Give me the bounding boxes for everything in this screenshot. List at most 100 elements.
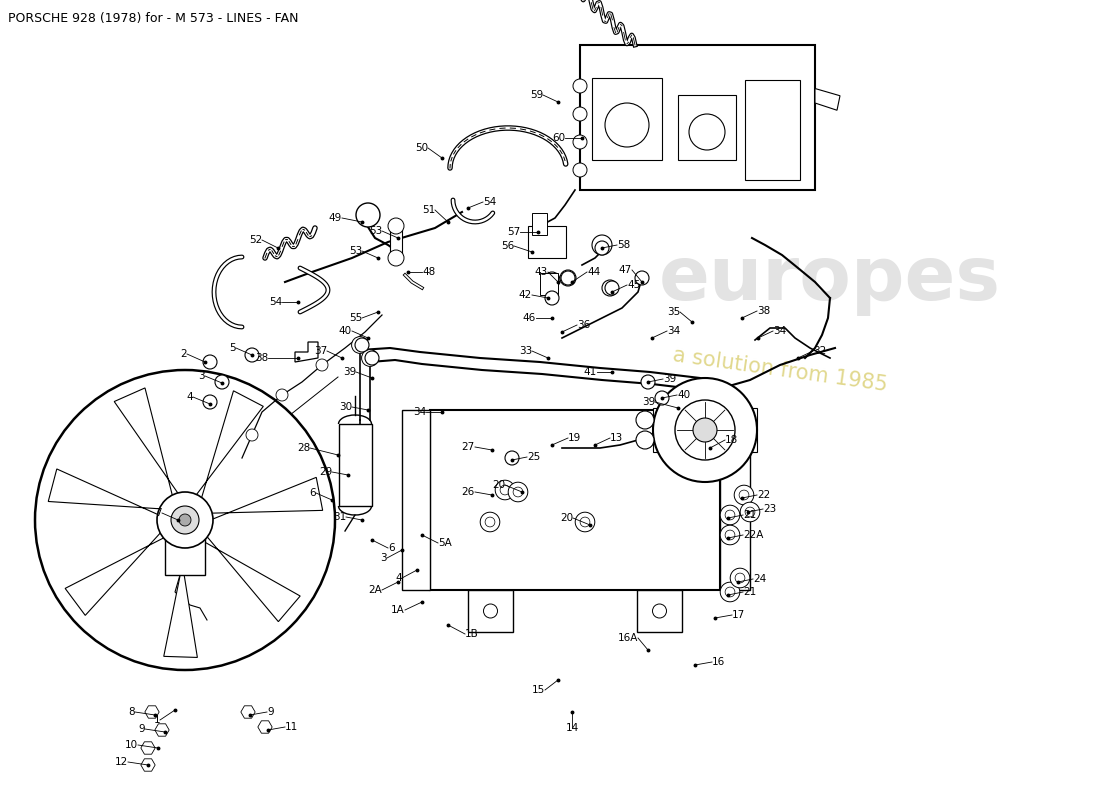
Text: 51: 51	[421, 205, 434, 215]
Bar	[468, 590, 513, 632]
Circle shape	[355, 341, 364, 349]
Text: 16A: 16A	[617, 633, 638, 643]
Circle shape	[739, 490, 749, 500]
Text: 18: 18	[725, 435, 738, 445]
Circle shape	[544, 272, 560, 288]
Circle shape	[720, 582, 740, 602]
Text: 3: 3	[198, 371, 205, 381]
Circle shape	[605, 281, 619, 295]
Circle shape	[352, 337, 368, 354]
Circle shape	[636, 431, 654, 449]
Text: 28: 28	[297, 443, 310, 453]
Text: 54: 54	[268, 297, 282, 307]
Circle shape	[484, 604, 497, 618]
Text: 26: 26	[462, 487, 475, 497]
Bar	[165, 537, 205, 575]
Text: 36: 36	[578, 320, 591, 330]
Circle shape	[362, 350, 378, 366]
Text: 50: 50	[415, 143, 428, 153]
Circle shape	[740, 502, 760, 522]
Text: 44: 44	[587, 267, 601, 277]
Text: 41: 41	[584, 367, 597, 377]
Text: 34: 34	[667, 326, 680, 336]
Circle shape	[720, 506, 740, 525]
Circle shape	[654, 391, 669, 405]
Text: 1A: 1A	[392, 605, 405, 615]
Circle shape	[725, 510, 735, 520]
Text: 39: 39	[641, 397, 654, 407]
Text: europes: europes	[659, 243, 1001, 317]
Text: PORSCHE 928 (1978) for - M 573 - LINES - FAN: PORSCHE 928 (1978) for - M 573 - LINES -…	[8, 12, 298, 25]
Bar	[745, 80, 800, 180]
Circle shape	[725, 587, 735, 597]
Text: 10: 10	[125, 740, 138, 750]
Text: 39: 39	[343, 367, 356, 377]
Polygon shape	[815, 89, 840, 110]
Text: 42: 42	[519, 290, 532, 300]
Circle shape	[365, 351, 380, 365]
Circle shape	[693, 418, 717, 442]
Text: 9: 9	[267, 707, 274, 717]
Text: 20: 20	[560, 513, 573, 523]
Text: 17: 17	[732, 610, 746, 620]
Circle shape	[605, 103, 649, 147]
Text: 4: 4	[395, 573, 402, 583]
Bar	[592, 78, 662, 160]
Polygon shape	[48, 469, 170, 518]
Text: 27: 27	[462, 442, 475, 452]
Text: 20: 20	[492, 480, 505, 490]
Polygon shape	[145, 706, 160, 718]
Circle shape	[204, 355, 217, 369]
Bar	[540, 273, 558, 295]
Circle shape	[636, 411, 654, 429]
Circle shape	[495, 480, 515, 500]
Circle shape	[734, 485, 754, 505]
Text: 14: 14	[565, 723, 579, 733]
Circle shape	[245, 348, 258, 362]
Text: 57: 57	[507, 227, 520, 237]
Circle shape	[635, 271, 649, 285]
Circle shape	[544, 291, 559, 305]
Text: 15: 15	[531, 685, 544, 695]
Text: 56: 56	[500, 241, 514, 251]
Circle shape	[388, 250, 404, 266]
Text: 2A: 2A	[368, 585, 382, 595]
Circle shape	[356, 203, 380, 227]
Text: 21: 21	[742, 587, 757, 597]
Circle shape	[641, 375, 654, 389]
Circle shape	[170, 506, 199, 534]
Polygon shape	[141, 742, 155, 754]
Text: 24: 24	[754, 574, 767, 584]
Text: 4: 4	[186, 392, 192, 402]
Text: 31: 31	[332, 512, 346, 522]
Circle shape	[595, 241, 609, 255]
Text: 38: 38	[757, 306, 770, 316]
Circle shape	[246, 429, 258, 441]
Circle shape	[745, 507, 755, 517]
Circle shape	[689, 114, 725, 150]
Text: 34: 34	[412, 407, 426, 417]
Text: 25: 25	[527, 452, 540, 462]
Text: 45: 45	[627, 280, 640, 290]
Polygon shape	[190, 390, 263, 508]
Text: 3: 3	[381, 553, 387, 563]
Circle shape	[157, 492, 213, 548]
Text: 30: 30	[339, 402, 352, 412]
Circle shape	[316, 359, 328, 371]
Text: 38: 38	[255, 353, 268, 363]
Bar	[653, 408, 757, 452]
Text: 22A: 22A	[742, 530, 763, 540]
Text: 2: 2	[180, 349, 187, 359]
Text: 33: 33	[519, 346, 532, 356]
Text: a solution from 1985: a solution from 1985	[671, 345, 889, 395]
Bar	[430, 410, 720, 590]
Circle shape	[652, 604, 667, 618]
Polygon shape	[295, 342, 318, 362]
Bar	[402, 410, 430, 590]
Circle shape	[561, 271, 575, 285]
Text: 40: 40	[676, 390, 690, 400]
Bar	[528, 226, 566, 258]
Text: 7: 7	[155, 508, 162, 518]
Text: 58: 58	[617, 240, 630, 250]
Circle shape	[720, 525, 740, 545]
